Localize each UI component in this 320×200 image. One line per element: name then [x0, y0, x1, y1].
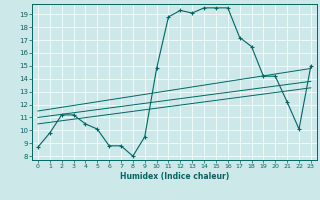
X-axis label: Humidex (Indice chaleur): Humidex (Indice chaleur)	[120, 172, 229, 181]
